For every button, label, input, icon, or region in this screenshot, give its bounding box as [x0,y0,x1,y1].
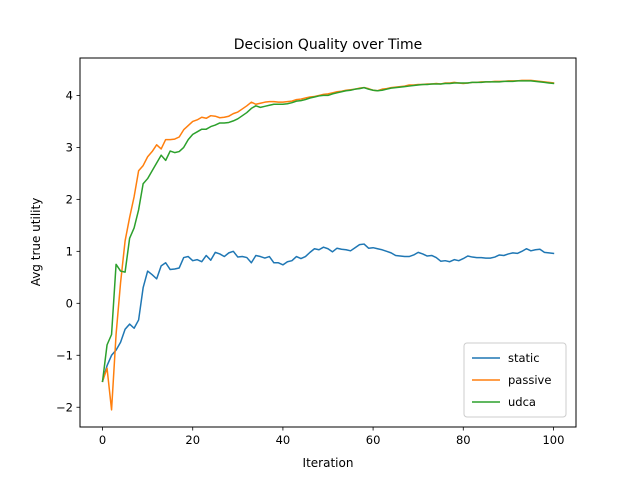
legend-label-static: static [508,351,540,365]
series-line-static [101,243,555,383]
legend-label-udca: udca [508,395,536,409]
x-tick-label: 60 [366,433,381,447]
y-tick-label: −1 [56,348,73,362]
y-axis: −2 −1 0 1 2 3 4 [56,88,80,414]
legend-box [463,342,567,418]
x-tick-label: 20 [185,433,200,447]
x-axis-label: Iteration [303,456,354,470]
y-tick-label: 4 [66,88,73,102]
x-tick-label: 0 [99,433,106,447]
y-axis-label: Avg true utility [29,198,43,287]
y-tick-label: −2 [56,400,73,414]
legend-label-passive: passive [508,373,551,387]
x-tick-label: 40 [276,433,291,447]
y-tick-label: 1 [66,244,73,258]
x-tick-label: 100 [542,433,564,447]
legend: static passive udca [463,342,567,418]
y-tick-label: 3 [66,140,73,154]
x-tick-label: 80 [456,433,471,447]
chart-title: Decision Quality over Time [234,37,422,53]
plot-frame [79,57,577,428]
y-tick-label: 2 [66,192,73,206]
y-tick-label: 0 [66,296,73,310]
x-axis: 0 20 40 60 80 100 [99,427,564,447]
series-line-udca [101,80,555,383]
series-layer [101,79,555,411]
